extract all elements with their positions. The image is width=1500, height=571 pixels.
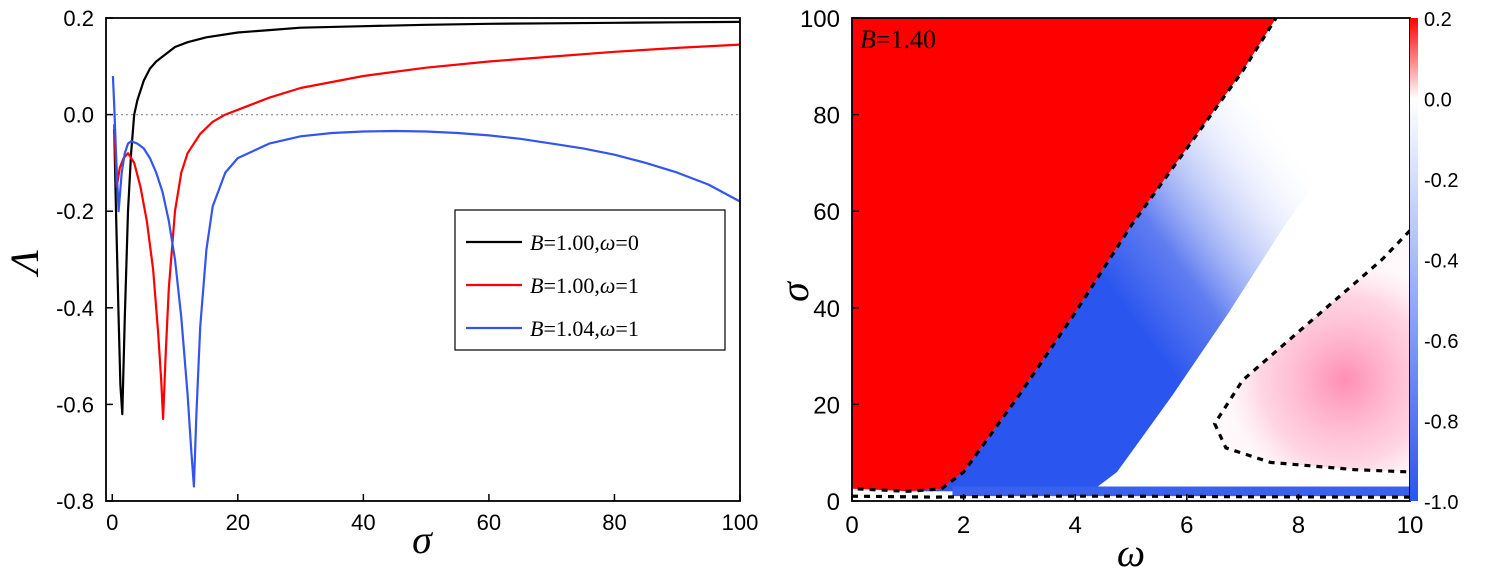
colorbar-tick-label: -1.0 (1424, 492, 1458, 514)
y-tick-label: -0.4 (56, 296, 94, 321)
x-axis-title-right: ω (1117, 530, 1145, 571)
left-axis-ticks: 0 20 40 60 80 100 0.2 0.0 -0.2 -0.4 -0.6 -0.8 (56, 6, 758, 535)
colorbar-tick-label: -0.2 (1424, 170, 1458, 192)
colorbar-tick-label: 0.0 (1424, 90, 1452, 112)
x-tick-label: 0 (106, 510, 118, 535)
parameter-annotation: B=1.40 (860, 25, 936, 54)
colorbar-tick-label: -0.4 (1424, 251, 1458, 273)
positive-region (1214, 230, 1410, 472)
boundary-lines (852, 18, 1410, 499)
y-tick-label: -0.2 (56, 199, 94, 224)
series-line-2 (113, 43, 740, 420)
legend-entry-2: B=1.00,ω=1 (530, 273, 639, 298)
y-tick-label: 20 (813, 392, 840, 419)
heatmap-area (852, 18, 1410, 501)
x-axis-title-left: σ (412, 517, 433, 562)
x-tick-label: 20 (226, 510, 250, 535)
x-tick-label: 2 (957, 512, 970, 539)
annotation-symbol: B (860, 25, 876, 54)
y-axis-title-right: σ (772, 281, 817, 302)
x-tick-label: 0 (845, 512, 858, 539)
y-tick-label: 0.0 (63, 103, 94, 128)
x-tick-label: 10 (1397, 512, 1424, 539)
x-tick-label: 40 (351, 510, 375, 535)
red-region (852, 18, 1277, 492)
x-tick-label: 100 (722, 510, 759, 535)
colorbar-ticks: 0.2 0.0 -0.2 -0.4 -0.6 -0.8 -1.0 (1424, 9, 1458, 514)
negative-floor-band (952, 486, 1410, 497)
x-tick-label: 4 (1069, 512, 1082, 539)
legend-entry-3: B=1.04,ω=1 (530, 316, 639, 341)
x-tick-label: 6 (1180, 512, 1193, 539)
x-tick-label: 8 (1292, 512, 1305, 539)
y-tick-label: 40 (813, 296, 840, 323)
negative-band (907, 18, 1410, 492)
y-tick-label: 0.2 (63, 6, 94, 31)
y-tick-label: 60 (813, 199, 840, 226)
colorbar-tick-label: -0.8 (1424, 412, 1458, 434)
annotation-value: =1.40 (876, 25, 936, 54)
y-tick-label: -0.8 (56, 489, 94, 514)
series-line-1 (113, 20, 740, 416)
y-tick-label: -0.6 (56, 392, 94, 417)
y-tick-label: 80 (813, 103, 840, 130)
y-tick-label: 0 (827, 489, 840, 516)
colorbar-tick-label: -0.6 (1424, 331, 1458, 353)
colorbar-tick-label: 0.2 (1424, 9, 1452, 31)
y-axis-title-left: Λ (2, 250, 47, 278)
line-chart-panel: 0 20 40 60 80 100 0.2 0.0 -0.2 -0.4 -0.6 -0.8 σ Λ B… (2, 6, 758, 562)
line-series-group (111, 20, 740, 488)
y-tick-label: 100 (800, 6, 840, 33)
legend-entry-1: B=1.00,ω=0 (530, 230, 639, 255)
series-line-3 (111, 75, 740, 488)
lower-boundary (852, 494, 1410, 499)
left-axes-frame (105, 17, 741, 502)
x-tick-label: 60 (477, 510, 501, 535)
legend: B=1.00,ω=0 B=1.00,ω=1 B=1.04,ω=1 (454, 209, 726, 351)
upper-boundary (857, 18, 1278, 493)
x-tick-label: 80 (602, 510, 626, 535)
colorbar (1410, 18, 1418, 501)
legend-box (454, 209, 726, 351)
